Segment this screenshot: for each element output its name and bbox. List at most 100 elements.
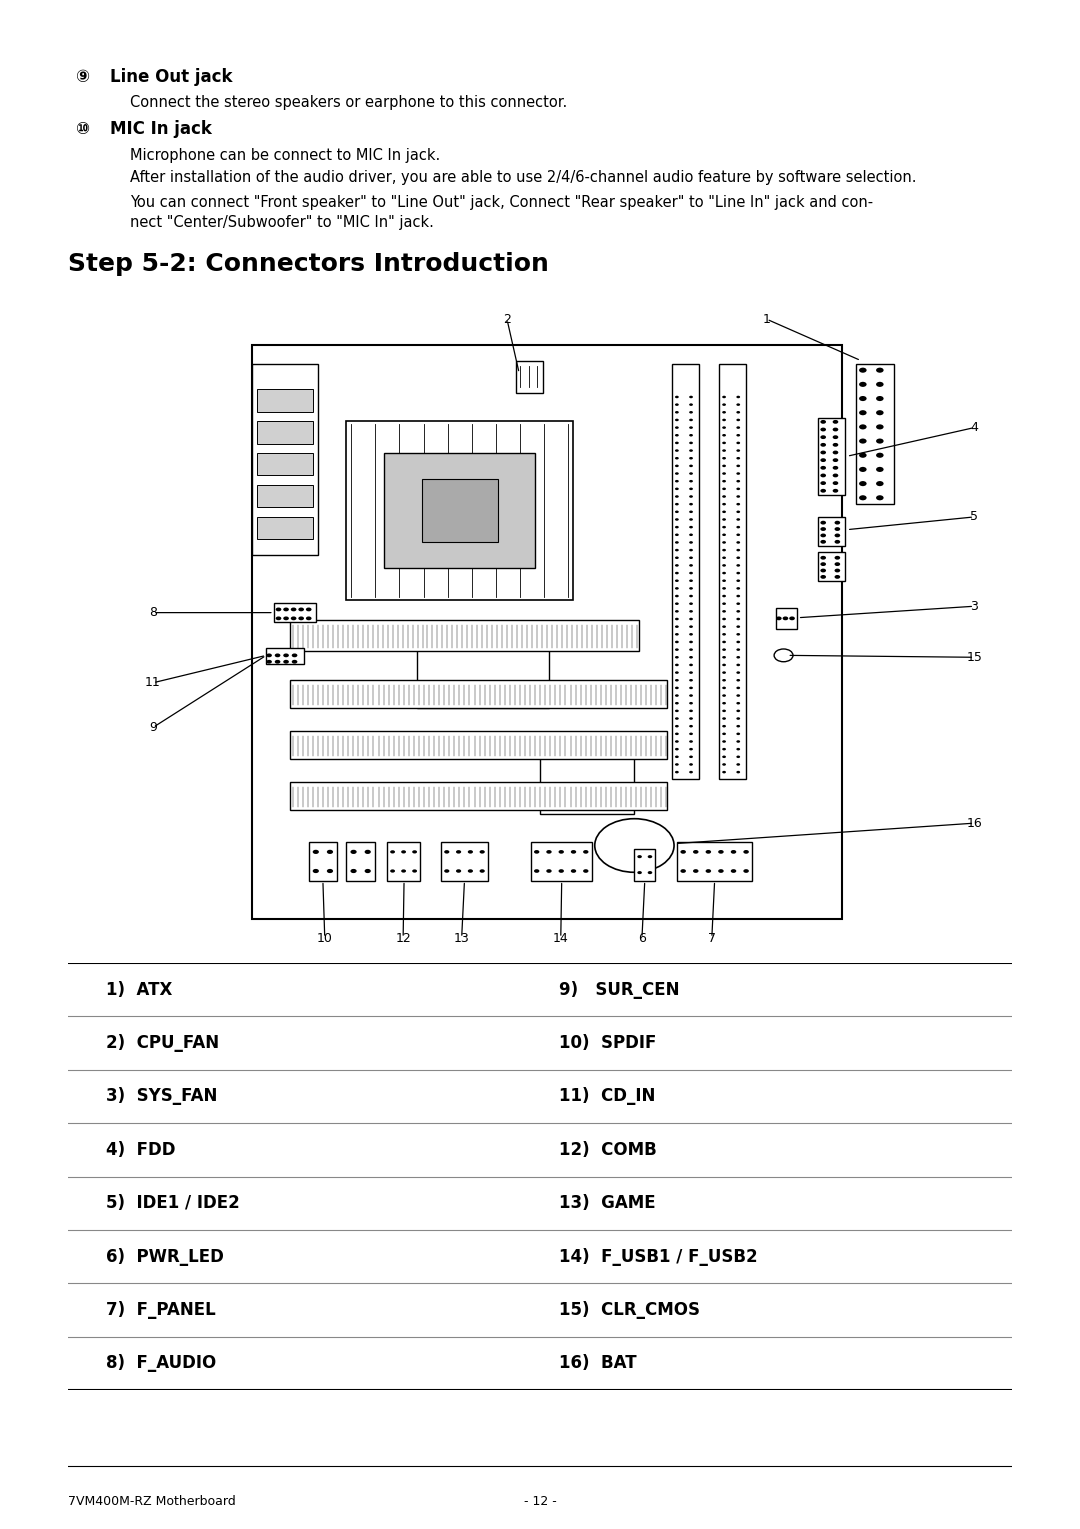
Circle shape (291, 616, 296, 621)
Circle shape (743, 850, 748, 853)
Circle shape (835, 521, 840, 524)
Text: 9)   SUR_CEN: 9) SUR_CEN (558, 980, 679, 998)
Circle shape (821, 482, 826, 485)
Circle shape (737, 480, 740, 483)
Circle shape (534, 850, 539, 853)
Circle shape (737, 732, 740, 735)
Text: 15)  CLR_CMOS: 15) CLR_CMOS (558, 1301, 700, 1320)
Circle shape (737, 641, 740, 644)
Circle shape (835, 557, 840, 560)
Text: 15: 15 (967, 651, 982, 664)
Circle shape (675, 427, 678, 428)
Bar (257, 453, 313, 476)
Circle shape (274, 653, 281, 657)
Circle shape (558, 850, 564, 853)
Text: English: English (19, 216, 37, 289)
Circle shape (737, 664, 740, 667)
Text: ⑨: ⑨ (75, 67, 90, 86)
Circle shape (723, 434, 726, 437)
Circle shape (821, 563, 826, 566)
Circle shape (737, 755, 740, 758)
Circle shape (689, 709, 693, 713)
Circle shape (689, 755, 693, 758)
Circle shape (876, 396, 883, 401)
Circle shape (283, 616, 288, 621)
Circle shape (737, 625, 740, 628)
Text: 2)  CPU_FAN: 2) CPU_FAN (106, 1034, 219, 1052)
Bar (347, 420, 573, 599)
Circle shape (292, 653, 297, 657)
Bar (68, 1283, 1012, 1336)
Circle shape (675, 480, 678, 483)
Circle shape (737, 694, 740, 697)
Bar (68, 1124, 1012, 1176)
Bar (68, 1017, 1012, 1070)
Circle shape (689, 694, 693, 697)
Circle shape (723, 748, 726, 751)
Bar (384, 453, 536, 567)
Bar (819, 552, 845, 581)
Circle shape (737, 648, 740, 651)
Circle shape (675, 541, 678, 544)
Circle shape (571, 850, 577, 853)
Circle shape (821, 459, 826, 462)
Circle shape (689, 763, 693, 766)
Text: 16)  BAT: 16) BAT (558, 1355, 636, 1373)
Circle shape (737, 457, 740, 460)
Circle shape (835, 569, 840, 572)
Circle shape (821, 420, 826, 424)
Circle shape (595, 818, 674, 872)
Circle shape (689, 419, 693, 420)
Bar (530, 842, 592, 881)
Circle shape (689, 664, 693, 667)
Circle shape (718, 850, 724, 853)
Bar (289, 679, 667, 708)
Text: 13: 13 (454, 931, 470, 945)
Circle shape (723, 427, 726, 428)
Circle shape (833, 428, 838, 431)
Circle shape (723, 472, 726, 476)
Circle shape (365, 868, 370, 873)
Circle shape (637, 855, 642, 858)
Circle shape (821, 528, 826, 531)
Bar (540, 757, 634, 813)
Circle shape (723, 763, 726, 766)
Circle shape (444, 870, 449, 873)
Circle shape (821, 534, 826, 537)
Text: 12)  COMB: 12) COMB (558, 1141, 657, 1159)
Circle shape (689, 625, 693, 628)
Circle shape (413, 870, 417, 873)
Bar (68, 1229, 1012, 1283)
Circle shape (275, 616, 282, 621)
Circle shape (689, 480, 693, 483)
Text: 7)  F_PANEL: 7) F_PANEL (106, 1301, 216, 1320)
Circle shape (689, 534, 693, 537)
Circle shape (737, 610, 740, 613)
Circle shape (675, 679, 678, 682)
Circle shape (783, 616, 788, 621)
Circle shape (689, 541, 693, 544)
Circle shape (689, 641, 693, 644)
Bar (516, 361, 543, 393)
Circle shape (833, 459, 838, 462)
Circle shape (468, 850, 473, 853)
Circle shape (689, 579, 693, 583)
Circle shape (737, 404, 740, 405)
Circle shape (283, 661, 288, 664)
Circle shape (833, 474, 838, 477)
Circle shape (313, 868, 319, 873)
Circle shape (833, 466, 838, 469)
Circle shape (723, 557, 726, 560)
Circle shape (675, 717, 678, 720)
Circle shape (689, 740, 693, 743)
Circle shape (723, 411, 726, 413)
Circle shape (675, 618, 678, 621)
Circle shape (693, 868, 699, 873)
Circle shape (821, 575, 826, 579)
Circle shape (737, 549, 740, 552)
Circle shape (859, 482, 866, 486)
Circle shape (723, 618, 726, 621)
Circle shape (737, 427, 740, 428)
Circle shape (737, 396, 740, 398)
Circle shape (390, 850, 395, 853)
